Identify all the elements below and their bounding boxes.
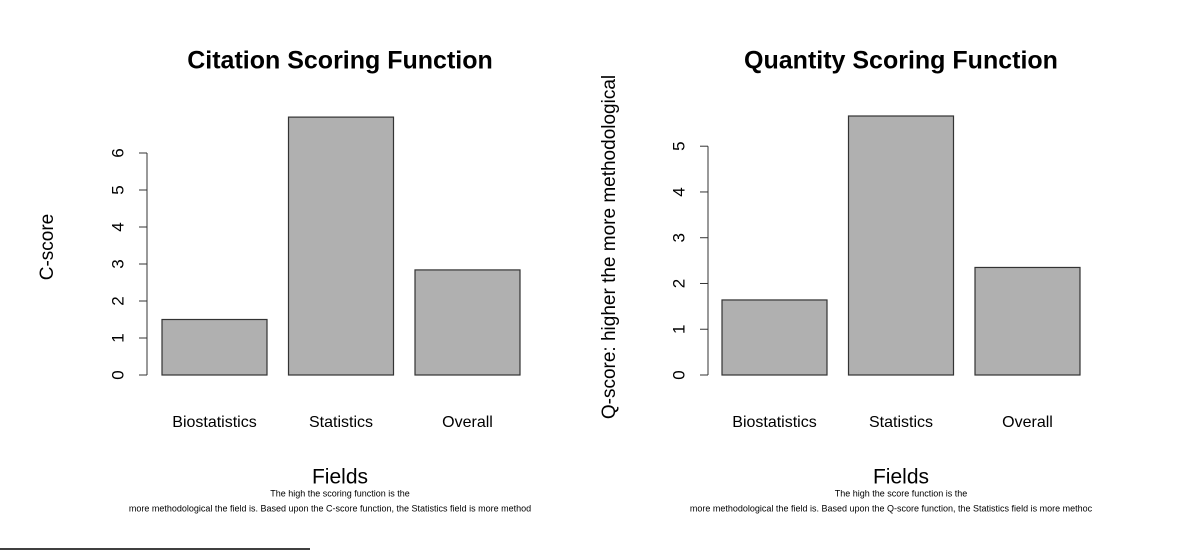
caption-line: more methodological the field is. Based … <box>690 503 1093 513</box>
chart-title: Quantity Scoring Function <box>744 47 1058 75</box>
y-tick-label: 0 <box>108 370 127 379</box>
y-tick-label: 1 <box>669 325 688 334</box>
y-tick-label: 3 <box>108 259 127 268</box>
y-tick-label: 4 <box>669 187 688 196</box>
x-tick-label: Overall <box>442 414 493 431</box>
x-axis-label: Fields <box>873 466 929 489</box>
bar <box>721 299 828 376</box>
x-tick-label: Statistics <box>869 414 933 431</box>
caption-line: The high the score function is the <box>835 488 968 498</box>
y-tick-label: 4 <box>108 222 127 231</box>
y-tick-label: 2 <box>108 296 127 305</box>
y-axis-label: Q-score: higher the more methodological <box>599 75 620 419</box>
chart-panel: Citation Scoring Function 0 1 2 3 4 5 6 C-score B… <box>37 47 531 514</box>
caption-line: The high the scoring function is the <box>270 488 410 498</box>
y-tick-label: 6 <box>108 148 127 157</box>
x-axis-label: Fields <box>312 466 368 489</box>
chart-title: Citation Scoring Function <box>187 47 493 75</box>
bar <box>974 266 1081 376</box>
y-axis-label: C-score <box>37 214 58 281</box>
bar <box>287 116 395 376</box>
bar <box>161 318 268 376</box>
x-tick-label: Overall <box>1002 414 1053 431</box>
y-tick-label: 5 <box>108 185 127 194</box>
bar <box>414 269 521 376</box>
y-tick-label: 1 <box>108 333 127 342</box>
bar <box>847 115 955 376</box>
y-tick-label: 2 <box>669 279 688 288</box>
y-tick-label: 5 <box>669 141 688 150</box>
y-tick-label: 0 <box>669 370 688 379</box>
x-tick-label: Biostatistics <box>172 414 256 431</box>
x-tick-label: Statistics <box>309 414 373 431</box>
x-tick-label: Biostatistics <box>732 414 816 431</box>
y-tick-label: 3 <box>669 233 688 242</box>
chart-panel: Quantity Scoring Function 0 1 2 3 4 5 Q-score: … <box>599 47 1093 514</box>
caption-line: more methodological the field is. Based … <box>129 503 531 513</box>
